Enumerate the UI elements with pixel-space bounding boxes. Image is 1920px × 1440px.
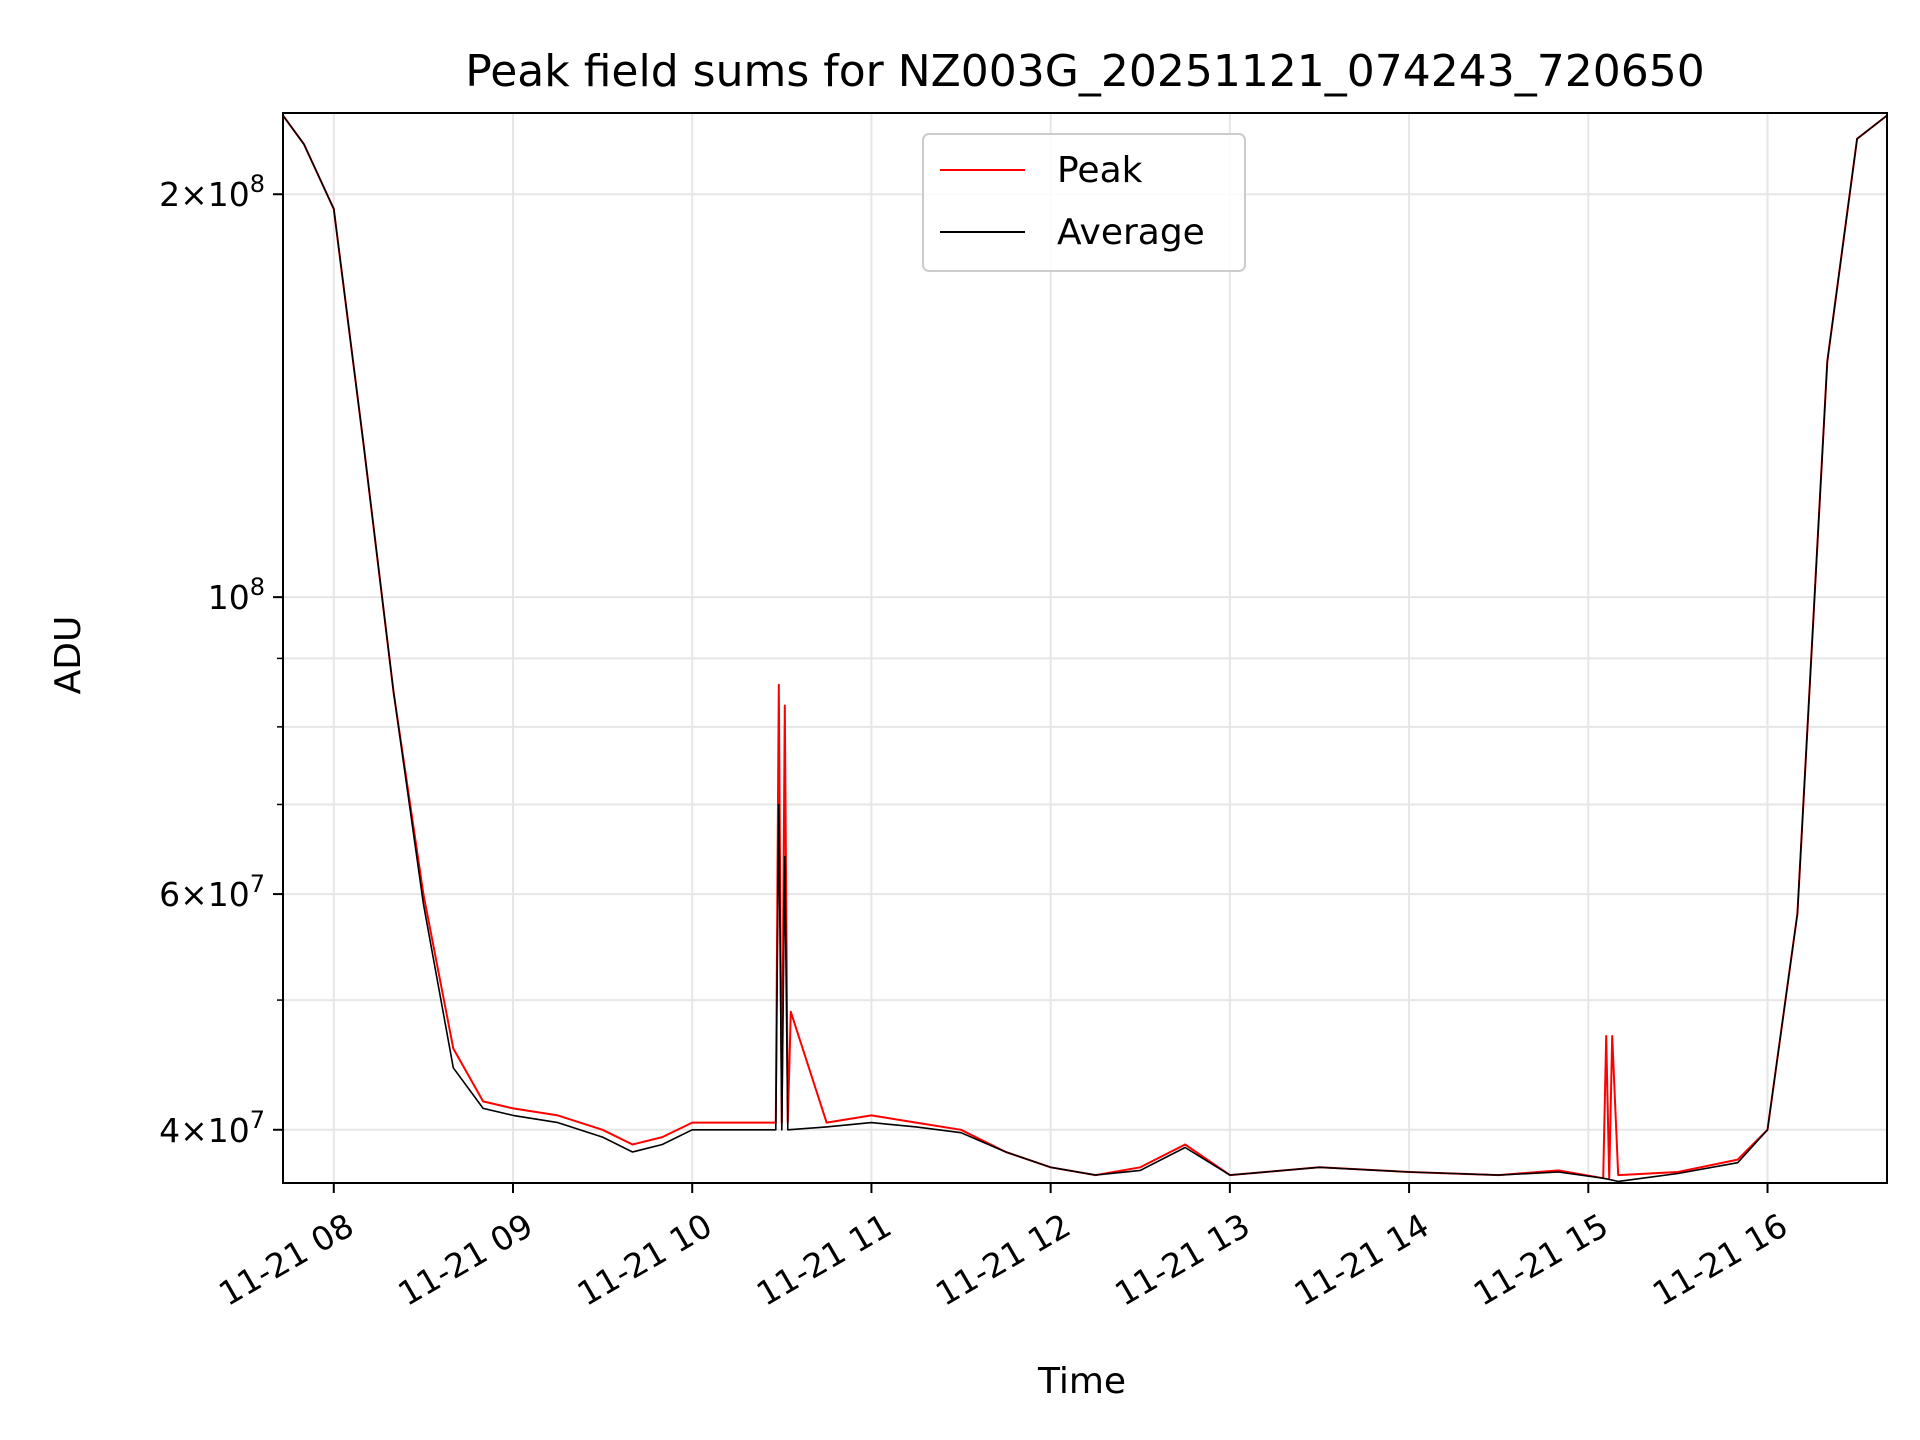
chart-title: Peak field sums for NZ003G_20251121_0742… — [465, 46, 1704, 97]
legend: Peak Average — [922, 133, 1246, 272]
legend-box — [922, 133, 1246, 272]
y-tick-label: 108 — [208, 573, 265, 617]
x-axis-label: Time — [1037, 1361, 1126, 1402]
y-axis-label: ADU — [48, 616, 89, 695]
series-layer — [282, 114, 1888, 1183]
plot-frame — [282, 112, 1888, 1184]
y-tick-label: 2×108 — [159, 170, 265, 214]
legend-label-peak: Peak — [1057, 150, 1143, 191]
series-line-peak — [282, 114, 1888, 1180]
y-tick-label: 6×107 — [159, 870, 265, 914]
series-line-average — [282, 114, 1888, 1183]
y-tick-label: 4×107 — [159, 1106, 265, 1150]
legend-label-average: Average — [1057, 212, 1205, 253]
grid — [283, 113, 1887, 1183]
